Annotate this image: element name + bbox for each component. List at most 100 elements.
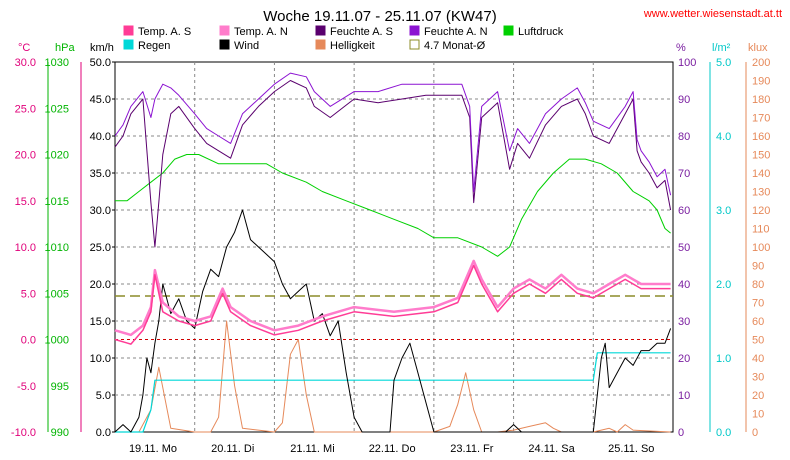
right-tick-label: 1.0 <box>716 353 731 365</box>
right-tick-label: 0 <box>678 427 684 439</box>
series-feuchte-a-s <box>114 80 672 248</box>
source-link[interactable]: www.wetter.wiesenstadt.at.tt <box>643 8 782 20</box>
unit-label-right: l/m² <box>712 42 731 54</box>
right-tick-label: 200 <box>752 57 770 69</box>
right-axis-lines <box>47 62 747 432</box>
left-tick-label: -10.0 <box>11 427 36 439</box>
right-tick-label: 20 <box>752 390 764 402</box>
left-tick-label: 0.0 <box>21 335 36 347</box>
legend-label: Feuchte A. S <box>330 26 393 38</box>
right-tick-label: 10 <box>752 409 764 421</box>
right-tick-label: 20 <box>678 353 690 365</box>
series-feuchte-a-n <box>114 72 672 196</box>
left-tick-label: 1005 <box>45 288 69 300</box>
left-tick-label: 20.0 <box>90 279 111 291</box>
legend-label: Helligkeit <box>330 40 375 52</box>
right-tick-label: 0.0 <box>716 427 731 439</box>
right-tick-label: 0 <box>752 427 758 439</box>
right-tick-label: 40 <box>752 353 764 365</box>
left-tick-label: 25.0 <box>90 242 111 254</box>
left-tick-label: 30.0 <box>90 205 111 217</box>
legend-label: Temp. A. S <box>138 26 191 38</box>
legend-label: Temp. A. N <box>234 26 288 38</box>
legend-swatch <box>219 39 230 50</box>
left-tick-label: 990 <box>51 427 69 439</box>
right-tick-label: 5.0 <box>716 57 731 69</box>
right-tick-label: 60 <box>678 205 690 217</box>
left-tick-label: -5.0 <box>17 381 36 393</box>
left-tick-label: 40.0 <box>90 131 111 143</box>
axis-units: °C hPa km/h% l/m² klux <box>18 42 768 54</box>
left-tick-label: 995 <box>51 381 69 393</box>
left-tick-label: 1030 <box>45 57 69 69</box>
right-tick-label: 90 <box>678 94 690 106</box>
left-tick-label: 45.0 <box>90 94 111 106</box>
left-tick-label: 5.0 <box>96 390 111 402</box>
left-tick-label: 20.0 <box>15 150 36 162</box>
series-luftdruck <box>115 154 671 257</box>
right-tick-label: 100 <box>752 242 770 254</box>
right-tick-label: 4.0 <box>716 131 731 143</box>
legend-label: Feuchte A. N <box>424 26 488 38</box>
right-tick-label: 70 <box>752 298 764 310</box>
right-tick-label: 140 <box>752 168 770 180</box>
right-tick-label: 180 <box>752 94 770 106</box>
right-tick-label: 50 <box>678 242 690 254</box>
right-tick-label: 100 <box>678 57 696 69</box>
legend-swatch <box>315 25 326 36</box>
unit-label-right: klux <box>748 42 768 54</box>
legend-swatch <box>219 25 230 36</box>
right-tick-label: 170 <box>752 113 770 125</box>
right-tick-label: 90 <box>752 261 764 273</box>
legend-swatch <box>503 25 514 36</box>
series-temp-a-s <box>114 264 671 345</box>
legend-label: Regen <box>138 40 170 52</box>
unit-label-left: km/h <box>90 42 114 54</box>
left-tick-label: 0.0 <box>96 427 111 439</box>
unit-label-left: hPa <box>55 42 75 54</box>
left-tick-label: 15.0 <box>90 316 111 328</box>
x-tick-label: 20.11. Di <box>211 443 254 455</box>
right-tick-label: 30 <box>752 372 764 384</box>
series-regen <box>115 352 671 433</box>
right-tick-label: 40 <box>678 279 690 291</box>
left-tick-label: 1015 <box>45 196 69 208</box>
right-tick-label: 2.0 <box>716 279 731 291</box>
left-tick-label: 50.0 <box>90 57 111 69</box>
legend-swatch <box>315 39 326 50</box>
right-tick-label: 60 <box>752 316 764 328</box>
x-tick-label: 23.11. Fr <box>450 443 494 455</box>
unit-label-right: % <box>676 42 686 54</box>
x-tick-label: 24.11. Sa <box>528 443 575 455</box>
series-lines <box>114 72 672 433</box>
legend-swatch <box>409 25 420 36</box>
right-tick-label: 50 <box>752 335 764 347</box>
tick-labels: 30.025.020.015.010.05.00.0-5.0-10.010301… <box>11 57 770 439</box>
right-tick-label: 120 <box>752 205 770 217</box>
series-temp-a-n <box>114 259 671 337</box>
left-tick-label: 15.0 <box>15 196 36 208</box>
left-tick-label: 1020 <box>45 150 69 162</box>
right-tick-label: 130 <box>752 187 770 199</box>
legend-label: Wind <box>234 40 259 52</box>
right-tick-label: 150 <box>752 150 770 162</box>
right-tick-label: 70 <box>678 168 690 180</box>
x-tick-label: 22.11. Do <box>369 443 416 455</box>
x-tick-label: 25.11. So <box>608 443 654 455</box>
right-tick-label: 80 <box>752 279 764 291</box>
chart-title: Woche 19.11.07 - 25.11.07 (KW47) <box>263 8 496 25</box>
plot-area <box>114 61 674 433</box>
legend: Temp. A. S Temp. A. N Feuchte A. S Feuchte … <box>123 25 564 52</box>
left-tick-label: 35.0 <box>90 168 111 180</box>
reference-lines <box>115 295 673 340</box>
right-tick-label: 110 <box>752 224 770 236</box>
left-tick-label: 1010 <box>45 242 69 254</box>
left-tick-label: 5.0 <box>21 288 36 300</box>
legend-swatch <box>123 39 134 50</box>
x-tick-label: 21.11. Mi <box>290 443 334 455</box>
right-tick-label: 160 <box>752 131 770 143</box>
right-tick-label: 190 <box>752 76 770 88</box>
left-tick-label: 10.0 <box>90 353 111 365</box>
x-axis-labels: 19.11. Mo 20.11. Di 21.11. Mi 22.11. Do 23.1… <box>129 443 654 455</box>
